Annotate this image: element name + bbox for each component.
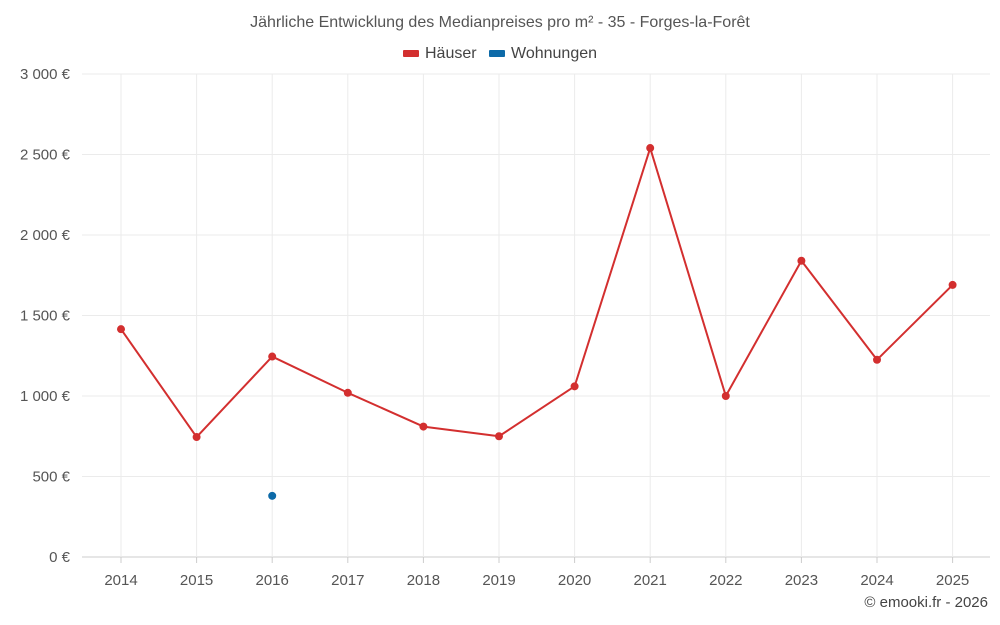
x-tick-label: 2018 [407, 572, 440, 589]
data-point-haeuser[interactable] [873, 355, 881, 364]
x-tick-label: 2021 [634, 572, 667, 589]
y-tick-label: 2 500 € [20, 147, 71, 164]
y-tick-label: 2 000 € [20, 227, 71, 244]
x-tick-label: 2025 [936, 572, 969, 589]
legend-swatch-haeuser [402, 50, 419, 57]
x-tick-label: 2016 [256, 572, 289, 589]
data-point-haeuser[interactable] [268, 352, 277, 361]
data-point-haeuser[interactable] [646, 144, 655, 153]
credit-text: © emooki.fr - 2026 [864, 594, 988, 611]
y-tick-label: 1 000 € [20, 388, 71, 405]
x-tick-label: 2014 [104, 572, 137, 589]
data-point-haeuser[interactable] [948, 280, 957, 289]
legend-label-haeuser: Häuser [424, 44, 477, 62]
legend-label-wohnungen: Wohnungen [511, 44, 598, 62]
x-tick-label: 2020 [558, 572, 591, 589]
x-tick-label: 2015 [180, 572, 213, 589]
data-point-haeuser[interactable] [192, 433, 201, 442]
x-tick-label: 2024 [860, 572, 893, 589]
x-tick-label: 2023 [785, 572, 818, 589]
chart-title: Jährliche Entwicklung des Medianpreises … [250, 14, 750, 31]
data-point-haeuser[interactable] [343, 388, 352, 397]
data-point-wohnungen[interactable] [268, 491, 277, 500]
series-line-haeuser [120, 147, 954, 439]
x-tick-label: 2017 [331, 572, 364, 589]
y-tick-label: 1 500 € [20, 308, 71, 325]
legend-item-wohnungen[interactable]: Wohnungen [489, 45, 597, 63]
y-tick-label: 0 € [49, 549, 71, 566]
data-point-haeuser[interactable] [419, 422, 428, 431]
legend-swatch-wohnungen [489, 50, 506, 57]
data-point-haeuser[interactable] [495, 432, 503, 441]
x-tick-label: 2022 [709, 572, 742, 589]
x-tick-label: 2019 [482, 572, 515, 589]
y-tick-label: 500 € [32, 469, 70, 486]
data-point-haeuser[interactable] [570, 382, 579, 391]
data-point-haeuser[interactable] [721, 392, 730, 400]
legend-item-haeuser[interactable]: Häuser [402, 44, 477, 63]
legend: Häuser Wohnungen [0, 44, 1000, 63]
y-tick-label: 3 000 € [20, 66, 71, 83]
data-point-haeuser[interactable] [117, 325, 125, 334]
data-point-haeuser[interactable] [797, 256, 806, 265]
